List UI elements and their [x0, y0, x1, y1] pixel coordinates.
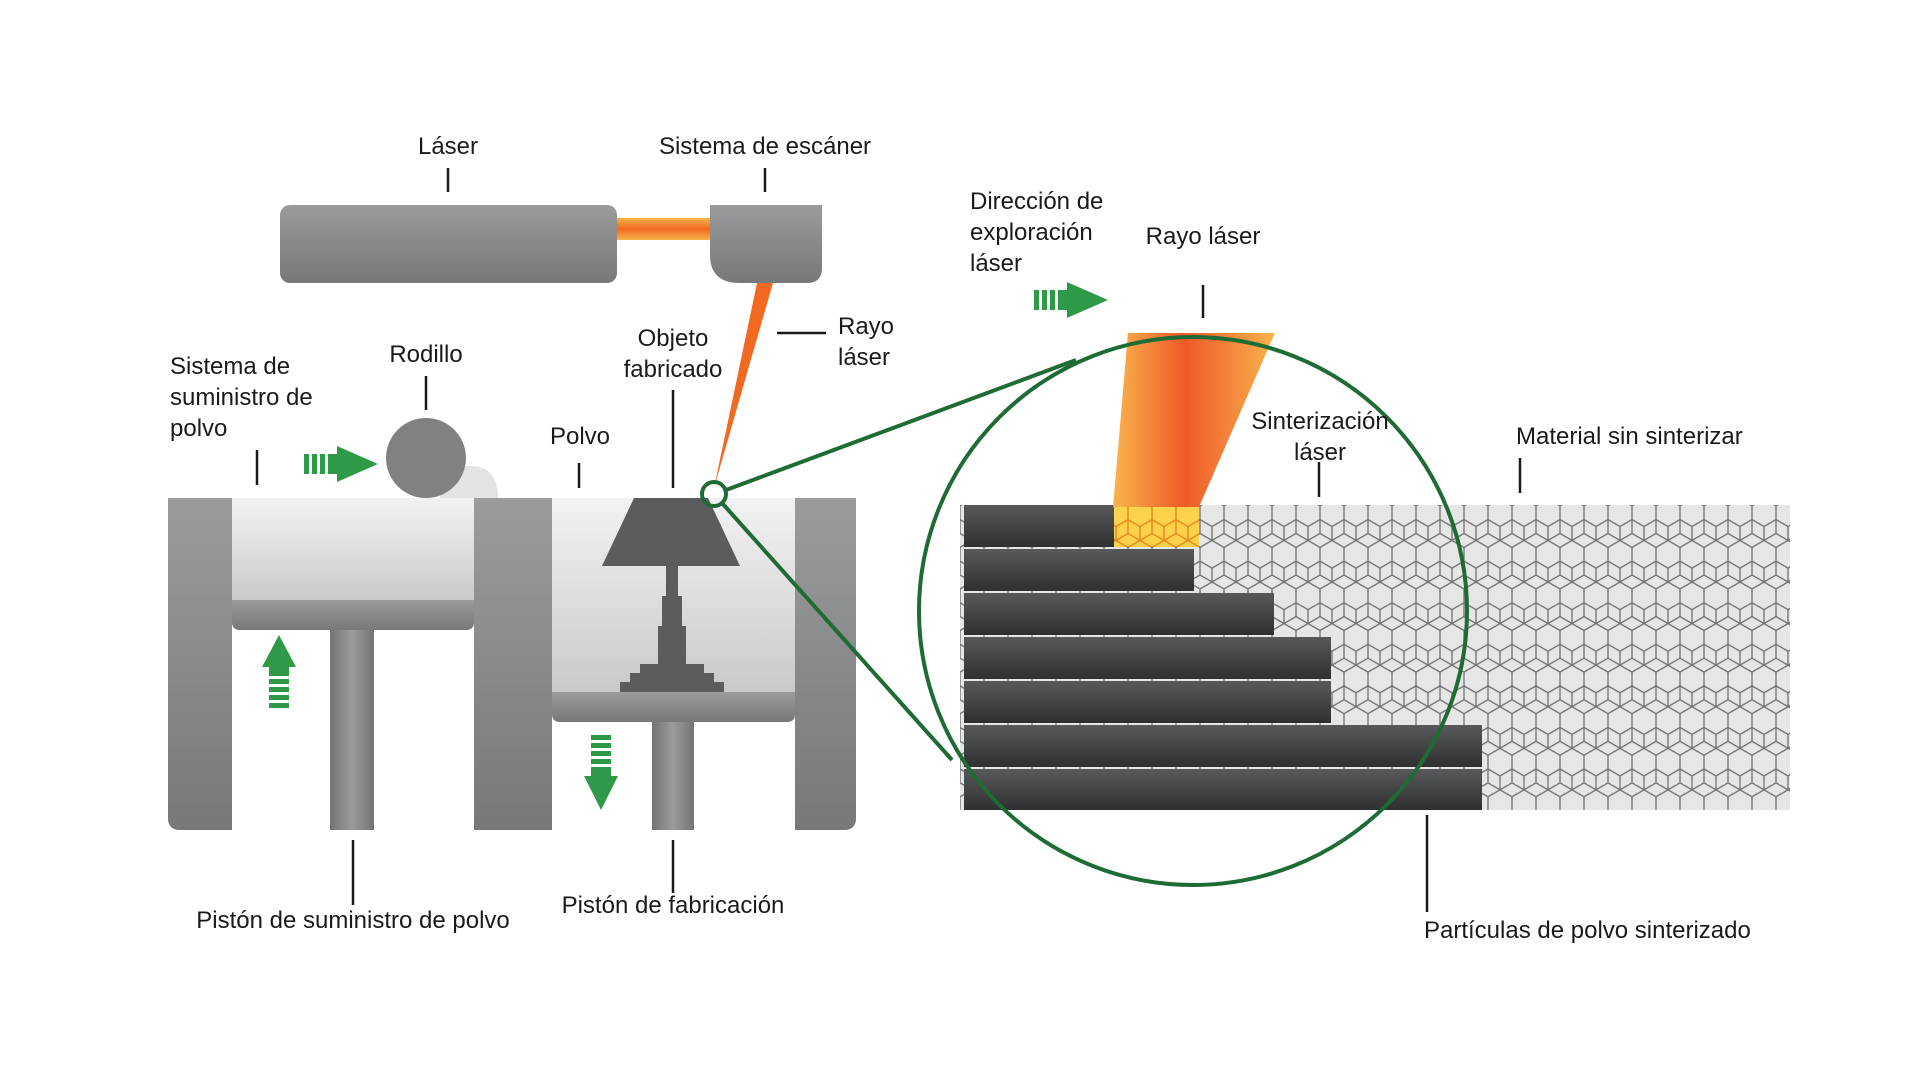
sintered-layers: [964, 505, 1482, 810]
supply-piston-rod: [330, 630, 374, 830]
sintering-zone: [1113, 505, 1199, 547]
laser-beam-horizontal: [617, 218, 712, 240]
magnifier: [700, 335, 1469, 887]
roller-label: Rodillo: [389, 341, 463, 368]
unsintered-material-label: Material sin sinterizar: [1516, 423, 1743, 450]
laser-sintering-label: Sinterización láser: [1251, 408, 1389, 466]
scanner-body: [710, 205, 822, 283]
supply-wall-left: [168, 498, 232, 830]
laser-beam-label-right: Rayo láser: [1145, 223, 1261, 250]
magnified-section: [960, 505, 1790, 810]
up-arrow-icon: [262, 635, 296, 708]
sintered-particles-label: Partículas de polvo sinterizado: [1424, 917, 1751, 944]
build-piston-label: Pistón de fabricación: [561, 892, 785, 919]
center-wall: [474, 498, 552, 830]
powder-supply-system-label: Sistema de suministro de polvo: [170, 353, 313, 442]
scanner-label: Sistema de escáner: [658, 133, 872, 160]
down-arrow-icon: [584, 735, 618, 810]
laser-body: [280, 205, 617, 283]
build-platform: [552, 692, 795, 722]
right-arrow-icon: [304, 446, 378, 482]
build-wall-right: [795, 498, 856, 830]
fabricated-object-label: Objeto fabricado: [623, 325, 723, 383]
scan-direction-label: Dirección de exploración láser: [970, 188, 1104, 277]
laser-beam-cone: [1113, 333, 1275, 507]
powder-label: Polvo: [549, 423, 611, 450]
laser-label: Láser: [417, 133, 479, 160]
supply-powder: [232, 498, 474, 600]
build-piston-rod: [652, 722, 694, 830]
leader-lines-left: [255, 168, 826, 905]
supply-piston-label: Pistón de suministro de polvo: [196, 907, 510, 934]
right-arrow-icon: [1034, 282, 1108, 318]
roller: [386, 418, 466, 498]
leader-lines-right: [1201, 285, 1522, 912]
laser-beam-down: [714, 283, 773, 488]
laser-beam-label-left: Rayo láser: [838, 313, 895, 371]
supply-platform: [232, 600, 474, 630]
fabricated-object: [602, 498, 740, 692]
